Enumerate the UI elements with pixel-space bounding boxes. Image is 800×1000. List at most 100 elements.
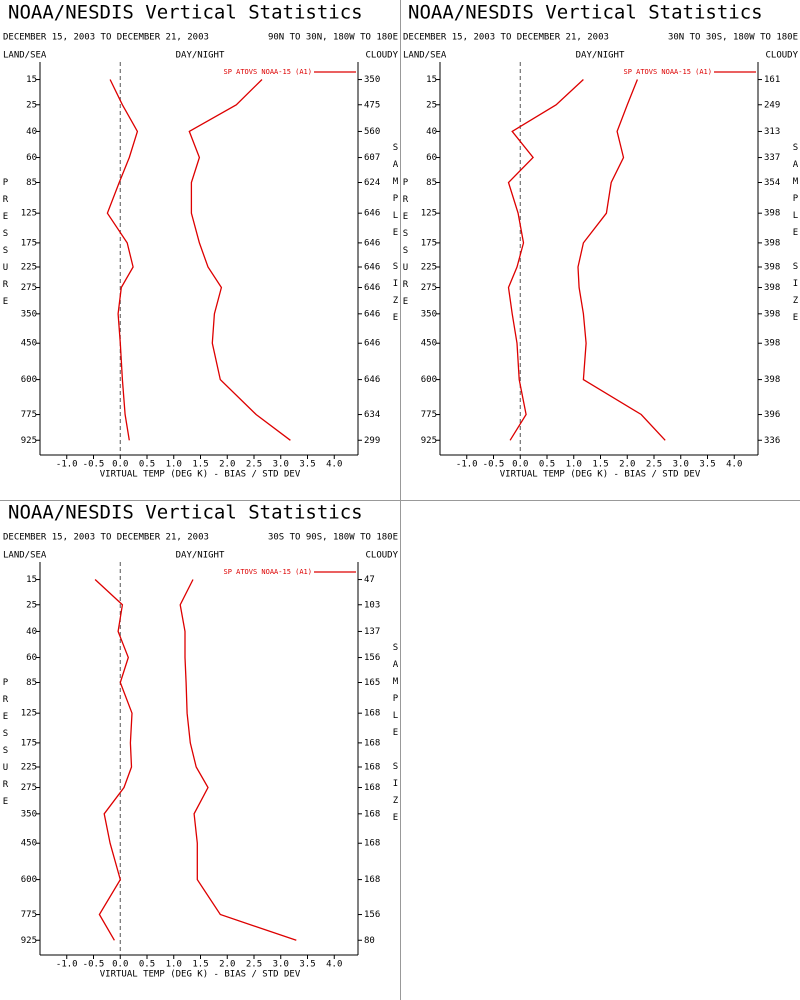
legend-label: SP ATOVS NOAA-15 (A1) — [223, 568, 312, 576]
y-tick-label: 15 — [26, 75, 37, 85]
x-tick-label: 1.5 — [192, 460, 208, 470]
sample-size: 396 — [764, 410, 780, 420]
y-tick-label: 775 — [21, 910, 37, 920]
y2-axis-label: SAMPLE SIZE — [391, 643, 401, 830]
y-tick-label: 125 — [421, 209, 437, 219]
x-tick-label: 2.0 — [619, 460, 635, 470]
day-night: DAY/NIGHT — [576, 51, 625, 61]
y-tick-label: 450 — [21, 839, 37, 849]
y-tick-label: 275 — [21, 783, 37, 793]
series-line — [188, 79, 291, 441]
y-axis-label: PRESSURE — [401, 178, 411, 314]
sample-size: 607 — [364, 153, 380, 163]
x-tick-label: -0.5 — [83, 460, 105, 470]
cloudy: CLOUDY — [765, 51, 798, 61]
y-tick-label: 275 — [421, 283, 437, 293]
sample-size: 646 — [364, 283, 380, 293]
x-tick-label: 0.5 — [139, 960, 155, 970]
x-tick-label: 2.0 — [219, 960, 235, 970]
chart-title: NOAA/NESDIS Vertical Statistics — [8, 502, 363, 524]
subtitle: DECEMBER 15, 2003 TO DECEMBER 21, 2003 — [3, 533, 209, 543]
sample-size: 398 — [764, 375, 780, 385]
series-line — [577, 79, 666, 441]
x-tick-label: 0.0 — [112, 460, 128, 470]
region: 90N TO 30N, 180W TO 180E — [268, 33, 398, 43]
series-line — [106, 79, 139, 441]
y-tick-label: 85 — [426, 178, 437, 188]
series-line — [94, 579, 133, 941]
sample-size: 156 — [364, 653, 380, 663]
y-tick-label: 600 — [421, 375, 437, 385]
sample-size: 560 — [364, 127, 380, 137]
y2-axis-label: SAMPLE SIZE — [791, 143, 800, 330]
y-axis-label: PRESSURE — [1, 178, 11, 314]
y-tick-label: 350 — [21, 309, 37, 319]
chart-title: NOAA/NESDIS Vertical Statistics — [408, 2, 763, 24]
sample-size: 103 — [364, 600, 380, 610]
sample-size: 624 — [364, 178, 380, 188]
sample-size: 398 — [764, 283, 780, 293]
y-tick-label: 450 — [421, 339, 437, 349]
x-tick-label: 4.0 — [726, 460, 742, 470]
x-tick-label: -0.5 — [483, 460, 505, 470]
y-tick-label: 600 — [21, 375, 37, 385]
x-axis-label: VIRTUAL TEMP (DEG K) - BIAS / STD DEV — [100, 470, 301, 480]
sample-size: 47 — [364, 575, 375, 585]
y-tick-label: 600 — [21, 875, 37, 885]
x-tick-label: -0.5 — [83, 960, 105, 970]
x-tick-label: 0.5 — [139, 460, 155, 470]
y-tick-label: 925 — [21, 936, 37, 946]
sample-size: 168 — [364, 783, 380, 793]
sample-size: 168 — [364, 875, 380, 885]
x-tick-label: 1.5 — [592, 460, 608, 470]
sample-size: 475 — [364, 100, 380, 110]
sample-size: 398 — [764, 238, 780, 248]
sample-size: 299 — [364, 436, 380, 446]
sample-size: 161 — [764, 75, 780, 85]
day-night: DAY/NIGHT — [176, 51, 225, 61]
x-tick-label: 3.5 — [699, 460, 715, 470]
x-tick-label: 4.0 — [326, 460, 342, 470]
land-sea: LAND/SEA — [3, 551, 47, 561]
y-tick-label: 85 — [26, 678, 37, 688]
y-tick-label: 15 — [426, 75, 437, 85]
sample-size: 634 — [364, 410, 380, 420]
x-tick-label: 3.0 — [673, 460, 689, 470]
y-tick-label: 60 — [426, 153, 437, 163]
x-tick-label: 1.0 — [566, 460, 582, 470]
x-tick-label: 1.0 — [166, 960, 182, 970]
x-tick-label: 0.0 — [112, 960, 128, 970]
sample-size: 313 — [764, 127, 780, 137]
sample-size: 350 — [364, 75, 380, 85]
land-sea: LAND/SEA — [403, 51, 447, 61]
chart-panel: NOAA/NESDIS Vertical Statistics DECEMBER … — [1, 2, 401, 480]
sample-size: 168 — [364, 738, 380, 748]
y-tick-label: 450 — [21, 339, 37, 349]
sample-size: 398 — [764, 309, 780, 319]
x-tick-label: 1.5 — [192, 960, 208, 970]
y-tick-label: 85 — [26, 178, 37, 188]
x-tick-label: -1.0 — [56, 960, 78, 970]
x-tick-label: 1.0 — [166, 460, 182, 470]
y-tick-label: 175 — [421, 238, 437, 248]
sample-size: 156 — [364, 910, 380, 920]
y2-axis-label: SAMPLE SIZE — [391, 143, 401, 330]
sample-size: 168 — [364, 709, 380, 719]
sample-size: 646 — [364, 309, 380, 319]
x-tick-label: -1.0 — [456, 460, 478, 470]
y-tick-label: 60 — [26, 653, 37, 663]
x-tick-label: 3.5 — [299, 460, 315, 470]
x-axis-label: VIRTUAL TEMP (DEG K) - BIAS / STD DEV — [500, 470, 701, 480]
sample-size: 168 — [364, 839, 380, 849]
y-tick-label: 175 — [21, 238, 37, 248]
x-tick-label: 0.0 — [512, 460, 528, 470]
x-axis-label: VIRTUAL TEMP (DEG K) - BIAS / STD DEV — [100, 970, 301, 980]
land-sea: LAND/SEA — [3, 51, 47, 61]
sample-size: 646 — [364, 339, 380, 349]
y-tick-label: 125 — [21, 209, 37, 219]
y-tick-label: 350 — [21, 809, 37, 819]
y-tick-label: 25 — [26, 100, 37, 110]
sample-size: 398 — [764, 339, 780, 349]
x-tick-label: 2.0 — [219, 460, 235, 470]
x-tick-label: -1.0 — [56, 460, 78, 470]
